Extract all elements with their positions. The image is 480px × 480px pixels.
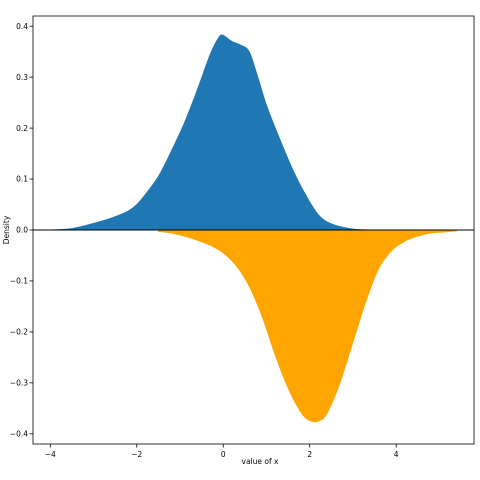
y-tick-label: 0.0 <box>16 226 28 235</box>
y-tick-label: −0.1 <box>10 277 28 286</box>
y-tick-label: 0.2 <box>16 124 28 133</box>
x-tick-label: 4 <box>394 450 399 459</box>
y-tick-label: −0.2 <box>10 328 28 337</box>
y-tick-label: −0.3 <box>10 379 28 388</box>
positive-density-area <box>50 34 375 231</box>
x-tick-label: 0 <box>221 450 226 459</box>
negative-density-area <box>157 229 458 423</box>
x-axis-label: value of x <box>242 457 279 466</box>
y-tick-label: −0.4 <box>10 430 28 439</box>
y-tick-label: 0.4 <box>16 22 28 31</box>
x-tick-label: 2 <box>307 450 312 459</box>
x-tick-label: −4 <box>45 450 56 459</box>
y-tick-label: 0.1 <box>16 175 28 184</box>
y-tick-label: 0.3 <box>16 73 28 82</box>
y-axis-label: Density <box>2 215 11 244</box>
x-tick-label: −2 <box>131 450 142 459</box>
